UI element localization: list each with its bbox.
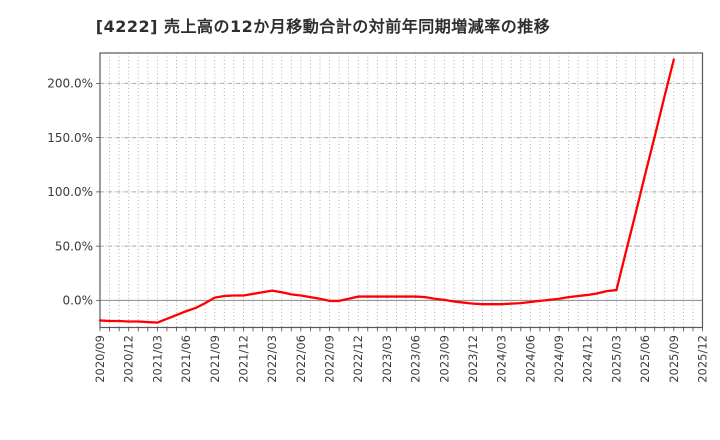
x-tick-label: 2022/12 [351,335,365,383]
x-tick-label: 2023/03 [380,335,394,383]
series-line [98,58,675,324]
x-tick-label: 2025/03 [609,335,623,383]
y-tick-label: 0.0% [63,294,94,308]
plot-border [99,52,704,329]
y-tick-labels: 0.0% 50.0% 100.0% 150.0% 200.0% [47,77,93,308]
x-tick-label: 2025/06 [638,335,652,383]
x-tick-label: 2020/12 [122,335,136,383]
y-tick-label: 50.0% [55,239,93,253]
x-tick-label: 2021/12 [236,335,250,383]
x-tick-label: 2023/12 [466,335,480,383]
x-tick-labels: 2020/09 2020/12 2021/03 2021/06 2021/09 2021/… [93,335,710,383]
x-tick-label: 2024/03 [495,335,509,383]
x-tick-label: 2022/06 [294,335,308,383]
x-tick-label: 2024/09 [552,335,566,383]
x-tick-label: 2020/09 [93,335,107,383]
x-tick-label: 2021/06 [179,335,193,383]
x-tick-label: 2025/12 [696,335,710,383]
x-tick-label: 2023/09 [437,335,451,383]
vertical-gridlines [99,53,703,328]
horizontal-gridlines [100,82,703,301]
chart-title: [4222] 売上高の12か月移動合計の対前年同期増減率の推移 [95,17,551,36]
x-tick-label: 2024/06 [523,335,537,383]
axis-ticks [96,82,703,332]
y-tick-label: 100.0% [47,185,93,199]
x-tick-label: 2022/03 [265,335,279,383]
x-tick-label: 2023/06 [409,335,423,383]
x-tick-label: 2022/09 [323,335,337,383]
x-tick-label: 2024/12 [581,335,595,383]
y-tick-label: 150.0% [47,131,93,145]
x-tick-label: 2021/09 [208,335,222,383]
x-tick-label: 2025/09 [667,335,681,383]
y-tick-label: 200.0% [47,77,93,91]
x-tick-label: 2021/03 [150,335,164,383]
